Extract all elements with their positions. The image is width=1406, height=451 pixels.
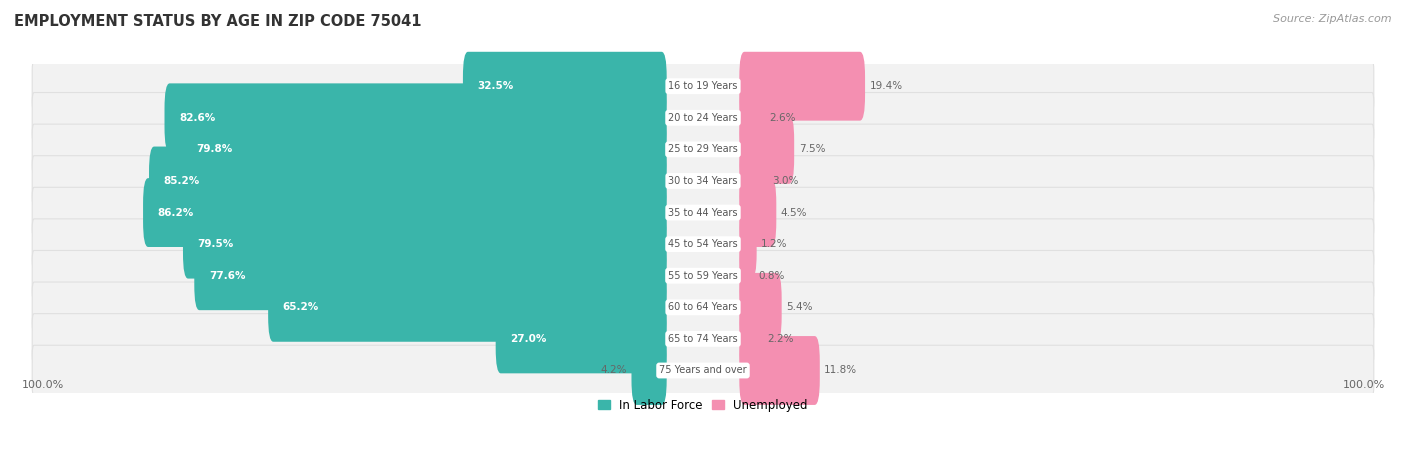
- Text: 2.6%: 2.6%: [769, 113, 796, 123]
- Text: 85.2%: 85.2%: [163, 176, 200, 186]
- FancyBboxPatch shape: [165, 83, 666, 152]
- FancyBboxPatch shape: [740, 336, 820, 405]
- FancyBboxPatch shape: [143, 178, 666, 247]
- Text: 7.5%: 7.5%: [799, 144, 825, 154]
- Text: 4.2%: 4.2%: [600, 365, 627, 376]
- FancyBboxPatch shape: [740, 178, 776, 247]
- Text: 4.5%: 4.5%: [780, 207, 807, 217]
- Legend: In Labor Force, Unemployed: In Labor Force, Unemployed: [593, 394, 813, 416]
- Text: 2.2%: 2.2%: [768, 334, 793, 344]
- Text: 32.5%: 32.5%: [478, 81, 513, 91]
- Text: 30 to 34 Years: 30 to 34 Years: [668, 176, 738, 186]
- FancyBboxPatch shape: [740, 241, 754, 310]
- Text: 55 to 59 Years: 55 to 59 Years: [668, 271, 738, 281]
- FancyBboxPatch shape: [194, 241, 666, 310]
- FancyBboxPatch shape: [740, 83, 765, 152]
- Text: 11.8%: 11.8%: [824, 365, 858, 376]
- FancyBboxPatch shape: [740, 304, 762, 373]
- Text: Source: ZipAtlas.com: Source: ZipAtlas.com: [1274, 14, 1392, 23]
- FancyBboxPatch shape: [32, 219, 1374, 269]
- Text: 5.4%: 5.4%: [786, 302, 813, 313]
- Text: 60 to 64 Years: 60 to 64 Years: [668, 302, 738, 313]
- Text: EMPLOYMENT STATUS BY AGE IN ZIP CODE 75041: EMPLOYMENT STATUS BY AGE IN ZIP CODE 750…: [14, 14, 422, 28]
- Text: 79.5%: 79.5%: [198, 239, 233, 249]
- FancyBboxPatch shape: [32, 156, 1374, 206]
- FancyBboxPatch shape: [463, 52, 666, 121]
- FancyBboxPatch shape: [740, 52, 865, 121]
- Text: 0.8%: 0.8%: [759, 271, 785, 281]
- FancyBboxPatch shape: [740, 210, 756, 279]
- FancyBboxPatch shape: [32, 345, 1374, 396]
- Text: 16 to 19 Years: 16 to 19 Years: [668, 81, 738, 91]
- Text: 27.0%: 27.0%: [510, 334, 547, 344]
- FancyBboxPatch shape: [496, 304, 666, 373]
- FancyBboxPatch shape: [631, 336, 666, 405]
- Text: 19.4%: 19.4%: [869, 81, 903, 91]
- Text: 1.2%: 1.2%: [761, 239, 787, 249]
- FancyBboxPatch shape: [740, 147, 768, 216]
- FancyBboxPatch shape: [183, 210, 666, 279]
- Text: 77.6%: 77.6%: [209, 271, 246, 281]
- FancyBboxPatch shape: [149, 147, 666, 216]
- FancyBboxPatch shape: [32, 92, 1374, 143]
- FancyBboxPatch shape: [32, 124, 1374, 175]
- FancyBboxPatch shape: [32, 187, 1374, 238]
- Text: 3.0%: 3.0%: [772, 176, 799, 186]
- FancyBboxPatch shape: [181, 115, 666, 184]
- Text: 79.8%: 79.8%: [195, 144, 232, 154]
- FancyBboxPatch shape: [269, 273, 666, 342]
- FancyBboxPatch shape: [32, 313, 1374, 364]
- FancyBboxPatch shape: [32, 250, 1374, 301]
- Text: 100.0%: 100.0%: [21, 380, 63, 390]
- Text: 75 Years and over: 75 Years and over: [659, 365, 747, 376]
- Text: 86.2%: 86.2%: [157, 207, 194, 217]
- FancyBboxPatch shape: [32, 282, 1374, 332]
- FancyBboxPatch shape: [740, 115, 794, 184]
- Text: 35 to 44 Years: 35 to 44 Years: [668, 207, 738, 217]
- Text: 100.0%: 100.0%: [1343, 380, 1385, 390]
- Text: 45 to 54 Years: 45 to 54 Years: [668, 239, 738, 249]
- Text: 65 to 74 Years: 65 to 74 Years: [668, 334, 738, 344]
- FancyBboxPatch shape: [32, 61, 1374, 111]
- Text: 25 to 29 Years: 25 to 29 Years: [668, 144, 738, 154]
- Text: 65.2%: 65.2%: [283, 302, 319, 313]
- Text: 82.6%: 82.6%: [179, 113, 215, 123]
- FancyBboxPatch shape: [740, 273, 782, 342]
- Text: 20 to 24 Years: 20 to 24 Years: [668, 113, 738, 123]
